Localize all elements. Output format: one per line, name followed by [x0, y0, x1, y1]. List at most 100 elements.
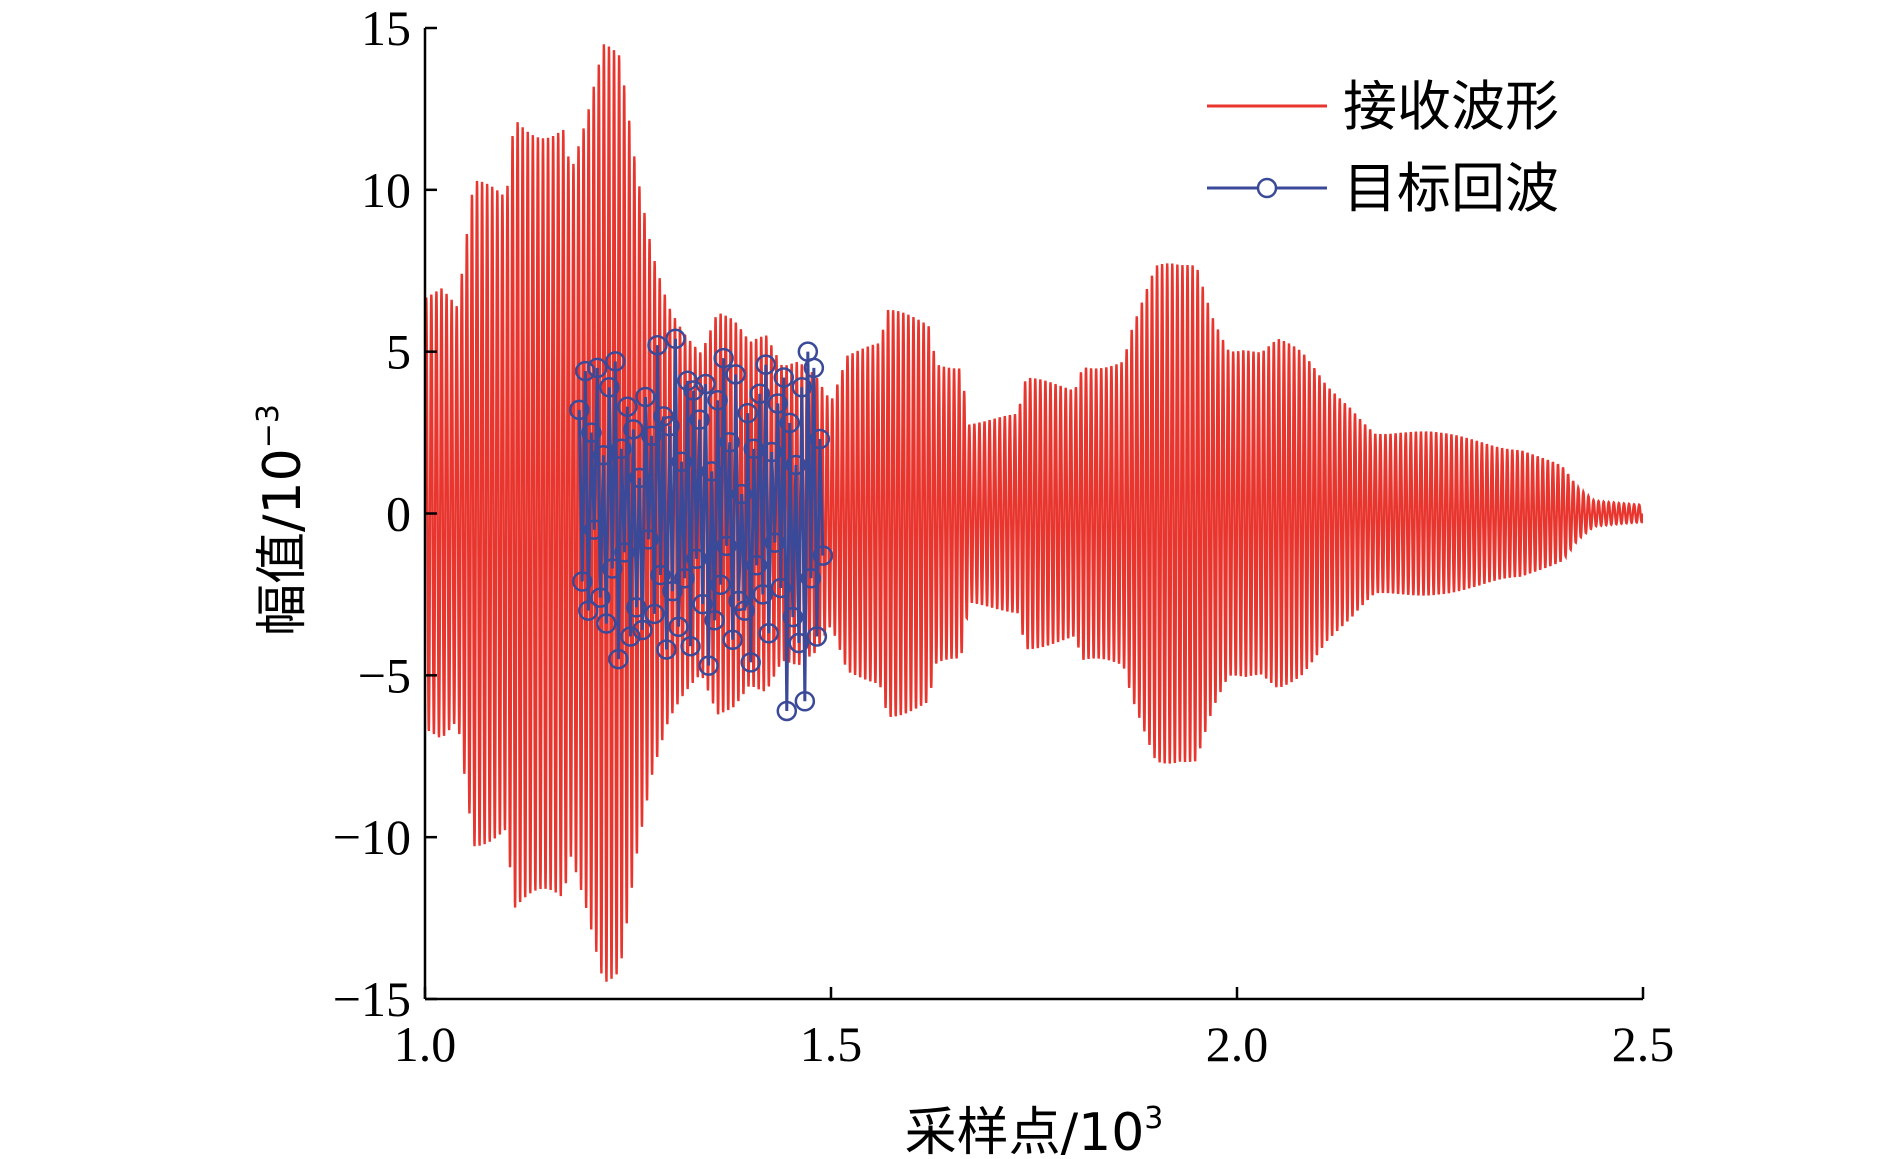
target-echo-point [812, 545, 834, 566]
x-axis-title: 采样点/103 [905, 1101, 1164, 1159]
target-echo-point [650, 564, 671, 586]
target-echo-point [614, 542, 635, 563]
target-echo-point [608, 648, 629, 670]
target-echo-point [788, 632, 810, 654]
target-echo-point [782, 606, 804, 628]
target-echo-point [791, 377, 813, 398]
legend-label-echo: 目标回波 [1343, 157, 1559, 220]
target-echo-point [641, 425, 662, 447]
y-tick-label: 0 [386, 486, 411, 542]
target-echo-point [683, 380, 704, 401]
y-tick-label: 10 [361, 162, 411, 218]
target-echo-point [578, 600, 599, 621]
target-echo-point [752, 584, 773, 605]
target-echo-point [611, 438, 632, 460]
target-echo-point [575, 360, 596, 382]
target-echo-series [569, 328, 834, 722]
legend-marker-echo [1256, 177, 1278, 199]
legend-label-received: 接收波形 [1343, 75, 1559, 138]
target-echo-point [734, 600, 755, 621]
legend: 接收波形 目标回波 [1207, 75, 1559, 220]
plot-area [425, 44, 1643, 982]
target-echo-point [656, 639, 677, 660]
y-tick-label: 5 [386, 324, 411, 380]
target-echo-line [577, 338, 825, 711]
target-echo-point [785, 454, 807, 476]
target-echo-point [764, 532, 786, 553]
target-echo-point [584, 519, 605, 540]
target-echo-point [731, 483, 752, 505]
target-echo-point [581, 422, 602, 443]
y-axis-title: 幅值/10−3 [251, 404, 313, 636]
target-echo-point [659, 415, 680, 437]
target-echo-point [707, 389, 728, 411]
target-echo-point [617, 396, 638, 417]
target-echo-point [572, 571, 593, 592]
target-echo-point [746, 555, 767, 576]
x-tick-label: 1.5 [800, 1016, 863, 1072]
target-echo-point [794, 690, 816, 712]
target-echo-point [638, 529, 659, 550]
y-tick-label: −15 [333, 971, 411, 1027]
target-echo-point [644, 603, 665, 625]
target-echo-point [629, 467, 650, 489]
target-echo-point [590, 587, 611, 608]
target-echo-point [704, 610, 725, 631]
target-echo-point [755, 354, 776, 375]
target-echo-point [593, 444, 614, 466]
target-echo-point [599, 377, 620, 398]
target-echo-point [761, 441, 782, 463]
target-echo-point [689, 409, 710, 430]
target-echo-point [605, 351, 626, 372]
x-tick-label: 1.0 [394, 1016, 457, 1072]
target-echo-point [602, 558, 623, 579]
x-axis-title-exponent: 3 [1144, 1101, 1163, 1136]
target-echo-point [695, 373, 716, 395]
target-echo-point [770, 577, 792, 599]
x-tick-label: 2.5 [1612, 1016, 1675, 1072]
target-echo-point [692, 593, 713, 615]
target-echo-point [668, 616, 689, 638]
target-echo-point [635, 386, 656, 408]
target-echo-point [674, 567, 695, 589]
y-tick-label: 15 [361, 0, 411, 56]
target-echo-point [647, 334, 668, 356]
target-echo-point [665, 328, 686, 349]
target-echo-point [587, 357, 608, 379]
target-echo-point [809, 428, 831, 450]
target-echo-point [767, 393, 789, 414]
target-echo-point [803, 357, 825, 379]
target-echo-point [719, 432, 740, 453]
target-echo-point [686, 548, 707, 570]
x-tick-label: 2.0 [1206, 1016, 1269, 1072]
y-ticks: 15 10 5 0 −5 −10 −15 [333, 0, 437, 1027]
target-echo-point [716, 535, 737, 557]
target-echo-point [596, 613, 617, 634]
target-echo-point [779, 412, 801, 434]
target-echo-point [713, 347, 734, 369]
target-echo-point [626, 597, 647, 618]
target-echo-point [725, 364, 746, 385]
target-echo-point [749, 383, 770, 404]
target-echo-point [662, 580, 683, 602]
target-echo-point [698, 655, 719, 676]
x-ticks: 1.0 1.5 2.0 2.5 [394, 987, 1675, 1072]
target-echo-point [758, 623, 779, 644]
target-echo-point [620, 626, 641, 647]
target-echo-point [680, 635, 701, 657]
target-echo-point [710, 574, 731, 595]
target-echo-point [737, 402, 758, 424]
target-echo-point [671, 451, 692, 472]
target-echo-point [740, 652, 761, 673]
target-echo-point [722, 629, 743, 650]
target-echo-point [773, 367, 795, 388]
target-echo-point [776, 700, 798, 722]
target-echo-point [569, 399, 590, 421]
target-echo-point [623, 419, 644, 440]
y-tick-label: −10 [333, 809, 411, 865]
target-echo-point [800, 567, 822, 589]
y-axis-title-exponent: −3 [251, 404, 286, 448]
target-echo-point [701, 461, 722, 482]
target-echo-point [632, 619, 653, 641]
